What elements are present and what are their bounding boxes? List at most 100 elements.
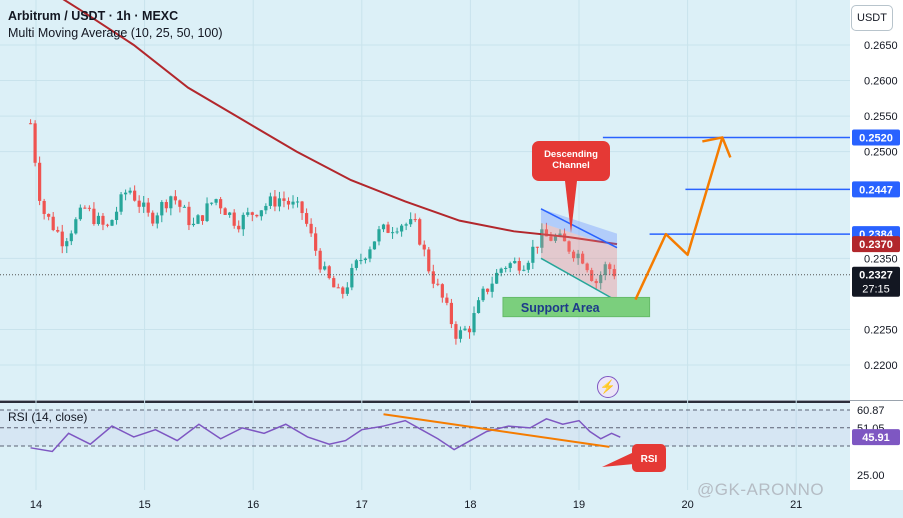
candle-body	[219, 199, 223, 209]
y-tick-label: 0.2500	[864, 147, 898, 159]
candle-body	[576, 253, 580, 259]
candle-body	[92, 208, 96, 225]
symbol-title: Arbitrum / USDT · 1h · MEXC	[8, 9, 179, 23]
candle-body	[585, 263, 589, 271]
y-tick-label: 0.2550	[864, 111, 898, 123]
candle-body	[476, 300, 481, 314]
candle-body	[268, 196, 272, 206]
candle-body	[282, 198, 286, 201]
candle-body	[114, 211, 119, 220]
descending-channel-fill	[540, 222, 618, 301]
candle-body	[237, 225, 241, 230]
candle-body	[549, 236, 553, 241]
candle-body	[295, 201, 300, 203]
price-label-tag	[852, 181, 900, 198]
candle-body	[454, 324, 458, 339]
candle-body	[463, 328, 467, 331]
candle-body	[327, 266, 331, 279]
candle-body	[400, 225, 404, 232]
candle-body	[345, 287, 349, 294]
candle-body	[56, 230, 60, 232]
candle-body	[440, 284, 444, 298]
pane-border	[0, 400, 903, 401]
rsi-band	[0, 410, 850, 447]
pane-separator	[0, 400, 850, 403]
candle-body	[481, 288, 485, 301]
candle-body	[318, 250, 322, 270]
candle-body	[485, 288, 490, 292]
rsi-callout-pointer	[602, 452, 634, 467]
y-tick-label: 0.2600	[864, 76, 898, 88]
callout-pointer	[565, 181, 577, 233]
candle-body	[504, 267, 508, 269]
candle-body	[155, 215, 159, 224]
candle-body	[196, 215, 200, 224]
candle-body	[467, 328, 472, 333]
candle-body	[160, 202, 164, 216]
flash-icon[interactable]: ⚡	[597, 376, 619, 398]
countdown-text: 27:15	[862, 284, 890, 296]
rsi-value-tag	[852, 429, 900, 446]
candle-body	[508, 263, 512, 268]
candle-body	[571, 251, 576, 259]
rsi-title: RSI (14, close)	[8, 410, 88, 424]
candle-body	[608, 264, 612, 270]
candle-body	[47, 213, 51, 217]
candle-body	[205, 203, 209, 222]
rsi-tick-label: 60.87	[857, 405, 885, 417]
candle-body	[513, 261, 517, 264]
candle-body	[277, 198, 282, 207]
y-tick-label: 0.2350	[864, 253, 898, 265]
candle-body	[178, 200, 182, 207]
candle-body	[381, 224, 386, 230]
projection-arrowhead	[702, 136, 732, 158]
price-label-text: 0.2370	[859, 239, 893, 251]
candle-body	[449, 302, 453, 325]
candle-body	[69, 233, 73, 242]
candle-body	[182, 206, 187, 208]
candle-body	[581, 253, 585, 264]
rsi-trendline	[383, 413, 610, 448]
candle-body	[74, 219, 78, 234]
descending-channel-label: Channel	[552, 160, 589, 171]
candle-body	[151, 212, 155, 224]
y-tick-label: 0.2650	[864, 40, 898, 52]
price-label-tag	[852, 129, 900, 146]
candle-body	[123, 192, 128, 195]
descending-channel-label: Descending	[544, 149, 598, 160]
channel-lower-line	[540, 257, 618, 302]
candle-body	[60, 231, 64, 247]
candle-body	[105, 224, 110, 226]
candle-body	[259, 210, 263, 217]
moving-average-100-line	[62, 0, 618, 246]
price-label-text: 0.2447	[859, 184, 893, 196]
candle-body	[223, 208, 227, 215]
candle-body	[427, 249, 431, 272]
rsi-callout	[632, 444, 666, 472]
candle-body	[363, 258, 368, 261]
candle-body	[567, 241, 571, 252]
x-tick-label: 20	[681, 499, 693, 511]
candle-body	[286, 200, 291, 205]
candle-body	[422, 244, 426, 250]
support-area-label: Support Area	[521, 301, 601, 315]
candle-body	[142, 202, 146, 207]
y-tick-label: 0.2250	[864, 324, 898, 336]
descending-channel-callout	[532, 141, 610, 181]
candle-body	[33, 123, 37, 163]
candle-body	[273, 196, 277, 207]
price-label-tag	[852, 266, 900, 297]
y-tick-label: 0.2200	[864, 360, 898, 372]
candle-body	[38, 162, 42, 201]
candle-body	[553, 236, 558, 241]
candle-body	[499, 268, 503, 273]
x-tick-label: 14	[30, 499, 42, 511]
candle-body	[495, 272, 499, 284]
candle-body	[612, 269, 616, 277]
candle-body	[531, 246, 535, 263]
candle-body	[458, 330, 463, 339]
candle-body	[341, 287, 345, 294]
currency-button[interactable]: USDT	[851, 5, 893, 31]
